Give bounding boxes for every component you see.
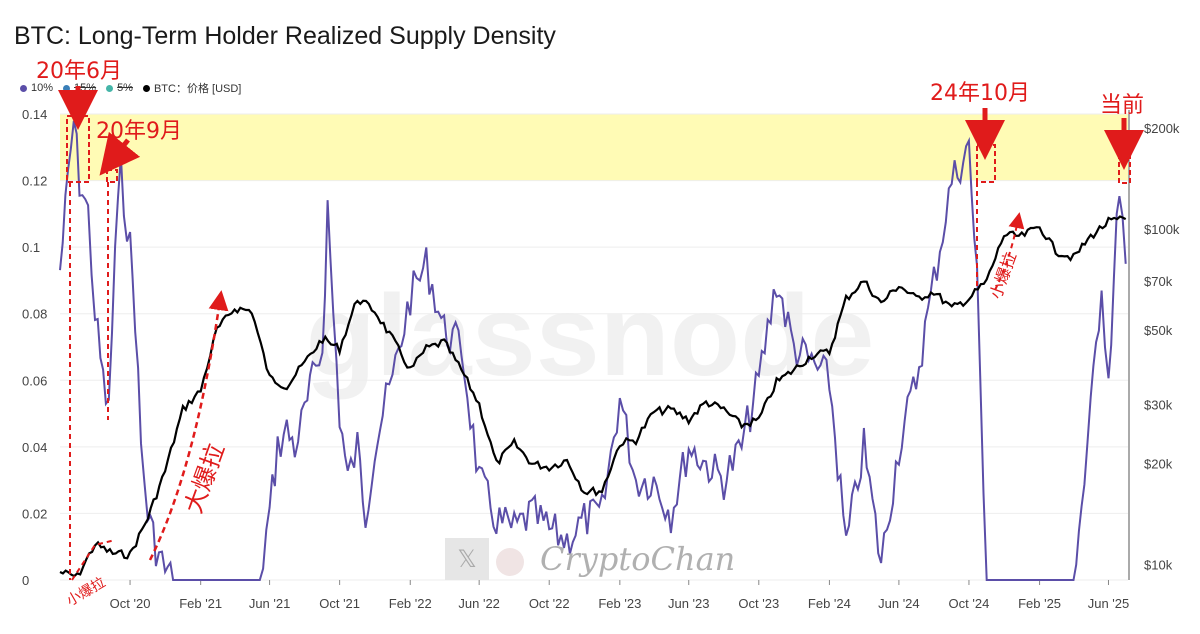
y-left-tick-label: 0.06 (22, 373, 47, 388)
x-axis: Oct '20 Feb '21 Jun '21 Oct '21 Feb '22 Jun '… (110, 580, 1130, 611)
x-tick-label: Jun '25 (1088, 596, 1130, 611)
legend-dot-icon (20, 84, 27, 92)
annotation-label: 当前 (1100, 93, 1144, 118)
y-right-tick-label: $20k (1144, 457, 1173, 472)
y-right-tick-label: $30k (1144, 397, 1173, 412)
annotation-label: 20年6月 (36, 59, 122, 84)
annotation-label: 24年10月 (930, 81, 1030, 106)
y-left-tick-label: 0.02 (22, 506, 47, 521)
x-tick-label: Jun '22 (458, 596, 500, 611)
annotation-label: 大爆拉 (179, 440, 230, 517)
annotation-label: 小爆拉 (986, 250, 1020, 302)
x-tick-label: Feb '25 (1018, 596, 1061, 611)
legend-dot-icon (142, 84, 150, 92)
legend-item-btc-price[interactable]: BTC：价格 [USD] (142, 80, 242, 96)
branding: 𝕏 CryptoChan (445, 538, 735, 580)
x-tick-label: Feb '21 (179, 596, 222, 611)
arrow-icon (99, 131, 141, 176)
series-btc-price-line (59, 215, 1127, 578)
highlight-band (60, 114, 1128, 181)
y-right-tick-label: $100k (1144, 222, 1180, 237)
y-axis-right: $10k $20k $30k $50k $70k $100k $200k (1144, 121, 1180, 573)
legend-item-5pct[interactable]: 5% (106, 82, 133, 94)
y-axis-left: 0 0.02 0.04 0.06 0.08 0.1 0.12 0.14 (22, 107, 47, 588)
y-left-tick-label: 0.1 (22, 240, 40, 255)
y-right-tick-label: $70k (1144, 274, 1173, 289)
annotation-label: 20年9月 (96, 119, 182, 144)
dashed-guide (994, 212, 1025, 291)
chart-title: BTC: Long-Term Holder Realized Supply De… (14, 22, 556, 50)
highlight-box (66, 115, 90, 183)
x-logo-glyph: 𝕏 (457, 546, 476, 573)
y-left-tick-label: 0.08 (22, 307, 47, 322)
x-tick-label: Jun '23 (668, 596, 710, 611)
x-tick-label: Feb '22 (389, 596, 432, 611)
dashed-guide (71, 539, 116, 581)
dashed-guide (148, 290, 229, 561)
legend-dot-icon (63, 84, 71, 92)
x-tick-label: Oct '24 (949, 596, 990, 611)
x-tick-label: Oct '22 (529, 596, 570, 611)
branding-text: CryptoChan (540, 540, 735, 578)
y-right-tick-label: $200k (1144, 121, 1180, 136)
x-tick-label: Feb '24 (808, 596, 851, 611)
y-left-tick-label: 0.04 (22, 440, 47, 455)
x-tick-label: Jun '24 (878, 596, 920, 611)
avatar-icon (496, 548, 524, 576)
legend-dot-icon (106, 84, 114, 92)
y-left-tick-label: 0 (22, 573, 29, 588)
legend-label: BTC：价格 [USD] (153, 83, 242, 95)
y-right-tick-label: $10k (1144, 558, 1173, 573)
legend-label: 5% (117, 82, 133, 94)
x-logo-icon (445, 538, 489, 580)
y-right-tick-label: $50k (1144, 323, 1173, 338)
x-tick-label: Feb '23 (598, 596, 641, 611)
y-left-tick-label: 0.12 (22, 174, 47, 189)
x-tick-label: Jun '21 (249, 596, 291, 611)
x-tick-label: Oct '20 (110, 596, 151, 611)
y-left-tick-label: 0.14 (22, 107, 47, 122)
x-tick-label: Oct '23 (738, 596, 779, 611)
legend-label: 10% (31, 82, 54, 94)
legend-item-10pct[interactable]: 10% (20, 82, 53, 94)
series-10pct-line (59, 120, 1127, 581)
legend: 10% 15% 5% BTC：价格 [USD] (20, 80, 241, 96)
grid-lines (60, 113, 1128, 581)
highlight-box (1118, 156, 1131, 184)
x-tick-label: Oct '21 (319, 596, 360, 611)
highlight-box (106, 169, 118, 183)
highlight-box (976, 144, 996, 183)
